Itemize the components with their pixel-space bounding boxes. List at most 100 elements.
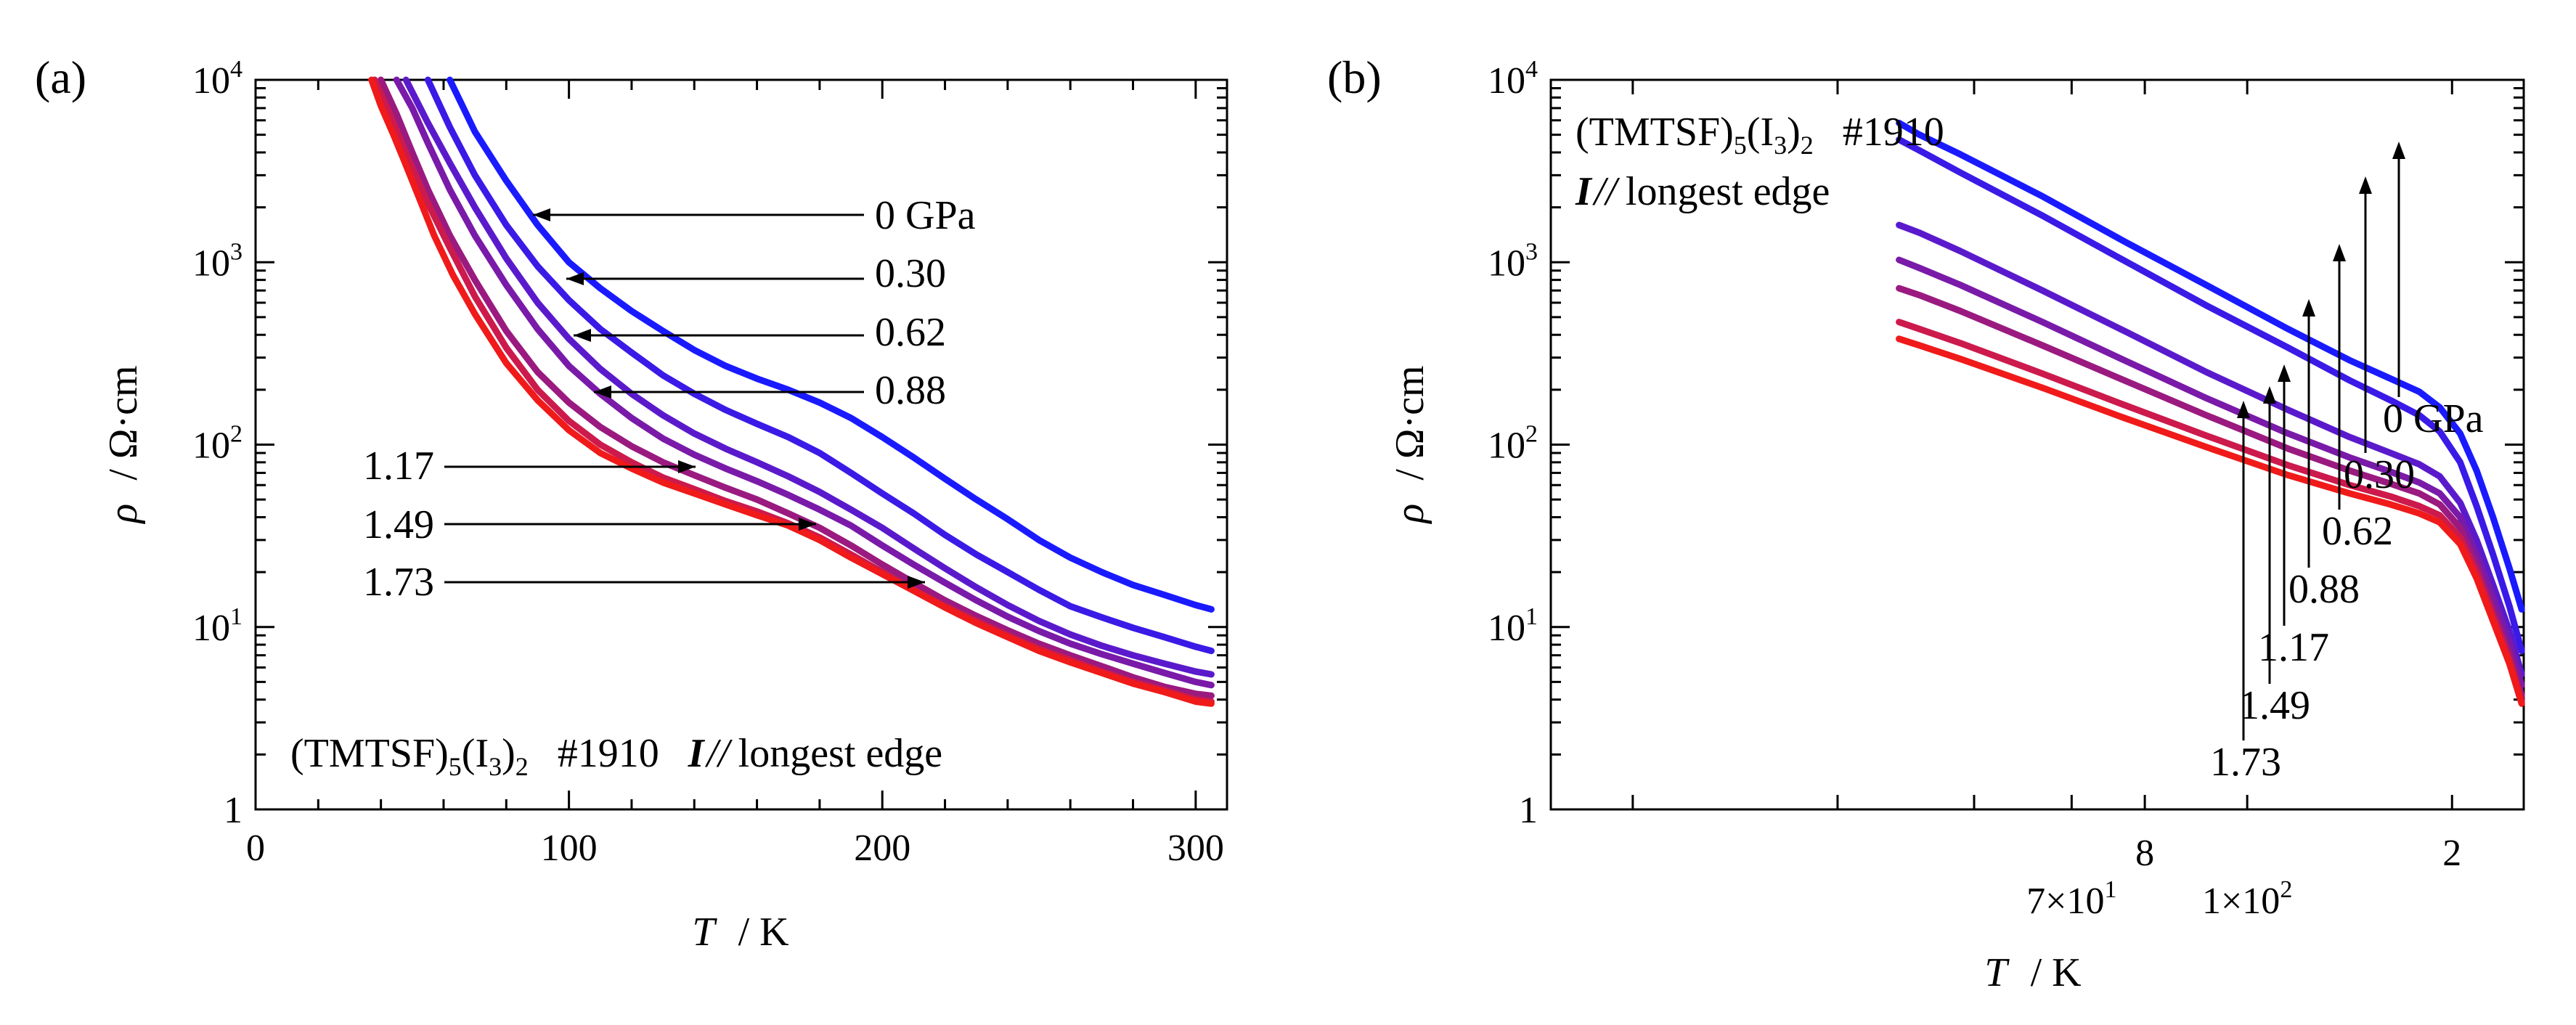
a-annot-close: ) [502,731,515,776]
b-arrow-head-1 [2359,176,2372,194]
b-annot-mid: (I [1747,110,1774,155]
b-series-1 [1896,136,2525,655]
b-xtick-label: 7×101 [2026,876,2116,922]
a-ytick-label: 102 [192,421,242,467]
a-annot-mid: (I [462,731,489,776]
b-xtick-label: 2 [2442,833,2461,874]
a-xtick-label-base: 100 [541,828,598,869]
a-ytick-label: 1 [224,790,242,831]
b-xtick-label-base: 1×10 [2202,881,2280,922]
panel-a-xlabel: T / K [692,910,788,955]
b-xtick-label-base: 2 [2442,833,2461,874]
b-series-label-1: 0.30 [2344,452,2415,497]
panel-b-ylabel-symbol: ρ [1387,504,1432,525]
b-ytick-label-exp: 1 [1525,603,1538,630]
b-ytick-label-exp: 3 [1525,238,1538,265]
a-series-label-2: 0.62 [875,310,946,355]
b-ytick-label: 101 [1488,603,1538,649]
b-xtick-label-exp: 2 [2280,876,2292,903]
b-series-5 [1896,319,2525,705]
b-xtick-label-exp: 1 [2105,876,2117,903]
a-arrow-head-5 [799,518,816,531]
b-series-label-0: 0 GPa [2383,396,2484,441]
b-series-3 [1896,256,2525,689]
a-annot-sub2: 3 [489,752,502,781]
a-series-label-3: 0.88 [875,368,946,413]
panel-a-xlabel-unit: / K [738,910,789,955]
a-series-label-5: 1.49 [363,502,434,547]
b-ytick-label: 1 [1519,790,1538,831]
b-series-label-6: 1.73 [2210,740,2281,785]
a-series-0 [447,76,1215,613]
b-ytick-label-base: 10 [1488,60,1525,102]
a-annot-current: I [688,731,706,776]
a-ytick-label-exp: 3 [230,238,242,265]
a-ytick-label-base: 10 [192,425,230,467]
b-arrow-head-4 [2278,364,2291,382]
a-series-1 [424,76,1215,655]
a-arrow-head-4 [678,460,696,473]
b-series-2 [1896,221,2525,678]
panel-b-xlabel: T / K [1984,950,2081,995]
b-arrow-head-2 [2333,244,2346,261]
panel-b-curves [1896,119,2525,707]
b-series-6 [1896,335,2525,707]
b-annot-direction: longest edge [1626,169,1830,214]
b-xtick-label-base: 7×10 [2026,881,2104,922]
b-series-label-3: 0.88 [2288,567,2360,612]
b-ytick-label-exp: 2 [1525,421,1538,448]
b-annot-close: ) [1787,110,1801,155]
b-ytick-label-base: 10 [1488,425,1525,467]
a-annot-parallel: // [705,731,733,776]
b-annot-sample: #1910 [1843,110,1944,155]
b-ytick-label-base: 10 [1488,608,1525,649]
a-arrow-head-0 [533,208,550,221]
panel-a-sample-annotation: (TMTSF)5(I3)2 #1910 I//longest edge [290,731,942,781]
a-series-label-4: 1.17 [363,444,434,489]
a-annot-compound: (TMTSF) [290,731,449,776]
b-ytick-label-exp: 4 [1525,56,1538,83]
b-arrow-head-0 [2392,142,2405,159]
a-arrow-head-1 [566,272,584,285]
a-annot-sub1: 5 [449,752,462,781]
b-arrow-head-6 [2237,401,2250,418]
b-arrow-head-3 [2302,299,2315,317]
b-xtick-label: 8 [2135,833,2154,874]
a-xtick-label: 100 [541,828,598,869]
a-xtick-label: 300 [1167,828,1224,869]
b-annot-sub2: 3 [1774,131,1787,160]
b-ytick-label: 104 [1488,56,1538,102]
panel-a-arrows: 0 GPa 0.30 0.62 0.88 1.17 1.49 1.73 [363,193,976,605]
b-series-label-5: 1.49 [2239,683,2310,728]
a-annot-sub3: 2 [515,752,529,781]
a-xtick-label: 200 [854,828,910,869]
a-ytick-label-exp: 4 [230,56,242,83]
b-ytick-label: 102 [1488,421,1538,467]
panel-a-xlabel-symbol: T [692,910,717,955]
a-ytick-label: 103 [192,238,242,284]
b-ytick-label-base: 10 [1488,242,1525,284]
panel-b-xlabel-unit: / K [2031,950,2082,995]
a-ytick-label-base: 10 [192,242,230,284]
b-annot-parallel: // [1592,169,1621,214]
panel-b-sample-annotation-line1: (TMTSF)5(I3)2 #1910 [1576,110,1944,160]
a-series-3 [393,76,1215,689]
panel-b-label: (b) [1327,52,1382,103]
a-ytick-label-exp: 1 [230,603,242,630]
a-ytick-label-exp: 2 [230,421,242,448]
b-annot-current: I [1575,169,1593,214]
b-series-label-2: 0.62 [2322,509,2393,554]
b-ytick-label: 103 [1488,238,1538,284]
a-arrow-head-3 [594,385,611,399]
a-ytick-label: 101 [192,603,242,649]
panel-a-curves [368,76,1215,707]
panel-a-ylabel-unit: / Ω·cm [101,365,146,480]
panel-b-xlabel-symbol: T [1984,950,2010,995]
panel-b-sample-annotation-line2: I//longest edge [1575,169,1830,214]
a-annot-sample: #1910 [558,731,659,776]
